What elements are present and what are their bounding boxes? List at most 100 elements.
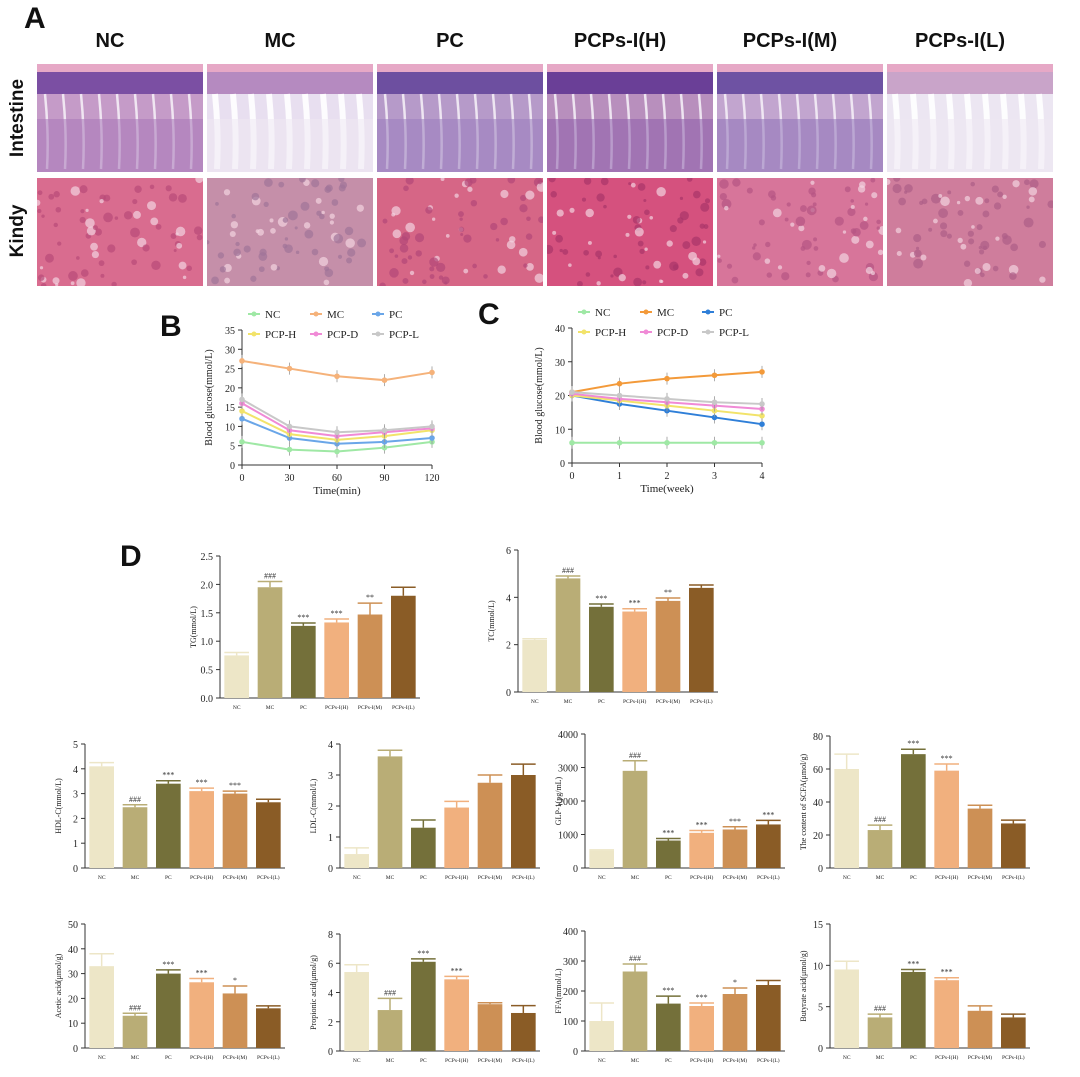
hdl-bar-chart: 0 1 2 3 4 5 HDL-C(mmol/L) NC ### MC *** PC *** PCPs-I…	[54, 740, 285, 881]
data-point	[239, 439, 245, 445]
y-tick-label: 80	[813, 732, 823, 743]
y-tick-label: 30	[225, 345, 235, 356]
x-tick-label: PCPs-I(H)	[325, 704, 348, 711]
y-tick-label: 0.0	[201, 694, 214, 705]
y-tick-label: 6	[328, 959, 333, 970]
x-tick-label: PCPs-I(H)	[935, 874, 958, 881]
ldl-bar-chart: 0 1 2 3 4 LDL-C(mmol/L) NC MC PC PCPs-I(H) PCPs-I(…	[309, 740, 540, 881]
data-point	[711, 414, 718, 421]
x-tick-label: NC	[98, 1055, 106, 1061]
y-tick-label: 0	[328, 864, 333, 875]
x-tick-label: 0	[570, 471, 575, 482]
y-tick-label: 4	[73, 765, 78, 776]
x-tick-label: PCPs-I(L)	[512, 874, 535, 881]
y-tick-label: 1	[328, 833, 333, 844]
significance-mark: ***	[941, 968, 953, 977]
bar	[967, 1010, 993, 1048]
x-tick-label: NC	[353, 1058, 361, 1064]
significance-mark: *	[233, 976, 237, 985]
x-tick-label: PCPs-I(M)	[358, 704, 382, 711]
bar	[589, 1021, 614, 1051]
data-point	[759, 369, 765, 375]
y-tick-label: 8	[328, 930, 333, 941]
panel-letter-b: B	[160, 310, 182, 343]
bar	[555, 578, 581, 692]
data-point	[429, 423, 435, 430]
bar	[655, 600, 681, 692]
y-tick-label: 20	[813, 831, 823, 842]
data-point	[286, 365, 293, 372]
x-tick-label: NC	[843, 875, 851, 881]
bar	[411, 961, 436, 1051]
bar	[756, 985, 781, 1051]
x-axis-label: Time(min)	[313, 485, 361, 497]
y-tick-label: 25	[225, 365, 235, 376]
y-tick-label: 2	[506, 641, 511, 652]
x-tick-label: PCPs-I(L)	[1002, 1054, 1025, 1061]
x-tick-label: 0	[240, 473, 245, 484]
y-tick-label: 200	[563, 987, 578, 998]
x-tick-label: PCPs-I(M)	[478, 1057, 502, 1064]
bar	[477, 1004, 503, 1051]
data-point	[711, 439, 718, 446]
x-tick-label: 1	[617, 471, 622, 482]
x-tick-label: MC	[131, 1055, 140, 1061]
legend-label: NC	[265, 309, 280, 321]
y-axis-label: Butyrate acid(μmol/g)	[799, 950, 808, 1021]
y-tick-label: 5	[230, 442, 235, 453]
bar	[1001, 823, 1026, 868]
bar	[224, 655, 249, 698]
x-tick-label: PCPs-I(H)	[690, 874, 713, 881]
y-tick-label: 5	[818, 1003, 823, 1014]
y-tick-label: 0	[573, 1047, 578, 1058]
y-tick-label: 10	[225, 422, 235, 433]
bar	[756, 824, 781, 868]
x-tick-label: NC	[843, 1055, 851, 1061]
x-tick-label: 3	[712, 471, 717, 482]
x-tick-label: PC	[665, 875, 672, 881]
x-tick-label: MC	[266, 705, 275, 711]
significance-mark: ###	[264, 572, 276, 581]
data-point	[616, 392, 623, 399]
y-tick-label: 20	[555, 392, 565, 403]
x-tick-label: PCPs-I(L)	[1002, 874, 1025, 881]
data-point	[759, 401, 765, 407]
y-tick-label: 35	[225, 326, 235, 337]
x-tick-label: 120	[425, 473, 440, 484]
histology-image-intestine	[207, 64, 373, 172]
bar	[444, 979, 469, 1051]
significance-mark: ***	[331, 609, 343, 618]
y-tick-label: 10	[68, 1019, 78, 1030]
x-tick-label: PC	[910, 875, 917, 881]
bar	[444, 807, 469, 868]
x-tick-label: 90	[380, 473, 390, 484]
y-axis-label: Propionic acid(μmol/g)	[309, 955, 318, 1030]
y-axis-label: Acetic acid(μmol/g)	[54, 953, 63, 1018]
bar	[656, 1003, 681, 1051]
legend-marker	[251, 331, 257, 337]
y-tick-label: 4	[328, 740, 333, 751]
legend-marker	[251, 311, 257, 317]
y-tick-label: 0	[560, 459, 565, 470]
group-label-pcps-h: PCPs-I(H)	[573, 30, 667, 52]
significance-mark: ***	[941, 754, 953, 763]
bar	[391, 595, 416, 698]
data-point	[334, 448, 340, 455]
significance-mark: ***	[451, 966, 463, 975]
bar	[867, 830, 893, 868]
x-tick-label: PCPs-I(L)	[512, 1057, 535, 1064]
bar	[357, 614, 383, 698]
y-tick-label: 2.0	[201, 580, 214, 591]
y-axis-label: The content of SCFA(μmol/g)	[799, 753, 808, 850]
y-tick-label: 15	[813, 920, 823, 931]
x-tick-label: 60	[332, 473, 342, 484]
legend-label: PC	[389, 309, 402, 321]
x-tick-label: PCPs-I(H)	[690, 1057, 713, 1064]
y-tick-label: 300	[563, 957, 578, 968]
significance-mark: ###	[562, 566, 574, 575]
x-tick-label: PC	[420, 1058, 427, 1064]
y-tick-label: 40	[813, 798, 823, 809]
group-label-pcps-l: PCPs-I(L)	[915, 30, 1005, 52]
significance-mark: ***	[729, 817, 741, 826]
x-tick-label: NC	[531, 699, 539, 705]
